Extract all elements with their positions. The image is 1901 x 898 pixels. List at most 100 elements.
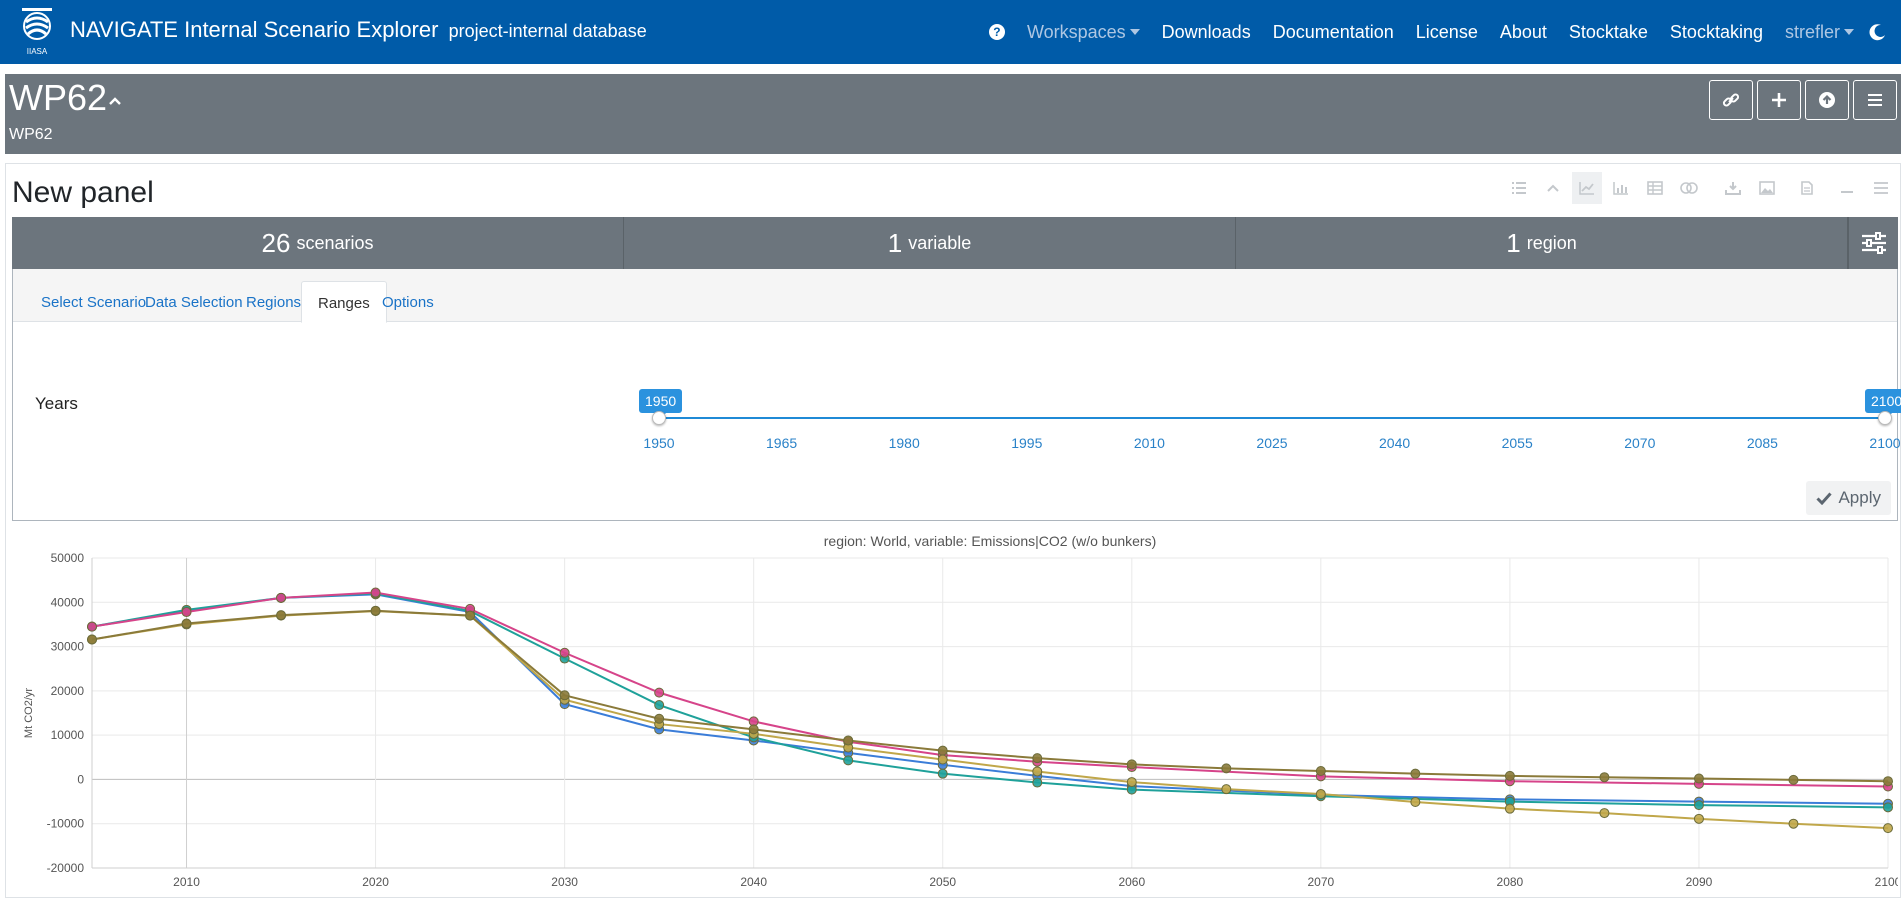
- data-point: [937, 754, 948, 765]
- nav-license[interactable]: License: [1415, 21, 1478, 42]
- list-view-button[interactable]: [1504, 172, 1534, 204]
- data-point: [1599, 808, 1610, 819]
- data-point: [1883, 802, 1893, 813]
- bar-chart-icon: [1613, 182, 1628, 195]
- panel-title[interactable]: New panel: [12, 176, 154, 209]
- collapse-button[interactable]: [1538, 172, 1568, 204]
- filter-settings-button[interactable]: [1848, 217, 1898, 269]
- table-view-button[interactable]: [1640, 172, 1670, 204]
- slider-tick-label: 2040: [1379, 435, 1411, 451]
- menu-icon: [1868, 94, 1882, 106]
- chevron-down-icon: [1129, 28, 1140, 35]
- workspace-menu-button[interactable]: [1853, 80, 1897, 120]
- y-tick-label: 20000: [51, 684, 85, 698]
- tab-bar: Select Scenario Data Selection Regions R…: [13, 269, 1897, 323]
- slider-tick-label: 2010: [1133, 435, 1165, 451]
- x-tick-label: 2090: [1686, 875, 1713, 889]
- venn-icon: [1680, 182, 1698, 194]
- moon-icon[interactable]: [1869, 23, 1887, 41]
- data-point: [181, 618, 192, 629]
- data-point: [370, 587, 381, 598]
- tab-data-selection[interactable]: Data Selection: [145, 294, 243, 311]
- nav-stocktake[interactable]: Stocktake: [1568, 21, 1648, 42]
- nav-stocktaking[interactable]: Stocktaking: [1669, 21, 1763, 42]
- data-point: [1693, 813, 1704, 824]
- variable-count[interactable]: 1 variable: [624, 217, 1236, 269]
- slider-tick-label: 2100: [1869, 435, 1901, 451]
- tab-ranges[interactable]: Ranges: [301, 281, 387, 323]
- table-icon: [1647, 181, 1663, 195]
- slider-tick-label: 1950: [643, 435, 675, 451]
- panel-menu-button[interactable]: [1866, 172, 1896, 204]
- data-point: [1126, 777, 1137, 788]
- upload-icon: [1819, 92, 1835, 108]
- panel: New panel 26 scenarios 1 variable 1 region …: [5, 163, 1901, 898]
- add-panel-button[interactable]: [1757, 80, 1801, 120]
- y-tick-label: 30000: [51, 640, 85, 654]
- x-tick-label: 2050: [929, 875, 956, 889]
- list-icon: [1512, 182, 1526, 194]
- slider-min-handle[interactable]: [652, 411, 666, 425]
- data-point: [937, 768, 948, 779]
- slider-tick-label: 2085: [1746, 435, 1778, 451]
- brand[interactable]: NAVIGATE Internal Scenario Explorer proj…: [70, 17, 647, 43]
- data-point: [1032, 753, 1043, 764]
- years-label: Years: [35, 394, 78, 413]
- line-chart-button[interactable]: [1572, 172, 1602, 204]
- slider-tick-label: 2055: [1501, 435, 1533, 451]
- scenario-count[interactable]: 26 scenarios: [12, 217, 624, 269]
- share-link-button[interactable]: [1709, 80, 1753, 120]
- series-line: [91, 610, 1889, 830]
- nav-workspaces[interactable]: Workspaces: [1016, 22, 1151, 43]
- iiasa-logo[interactable]: IIASA: [18, 8, 56, 56]
- data-point: [1504, 803, 1515, 814]
- data-point: [370, 605, 381, 616]
- data-point: [843, 755, 854, 766]
- nav-downloads[interactable]: Downloads: [1161, 21, 1251, 42]
- data-point: [1599, 772, 1610, 783]
- file-export-button[interactable]: [1792, 172, 1822, 204]
- upload-button[interactable]: [1805, 80, 1849, 120]
- y-tick-label: 0: [77, 772, 84, 786]
- nav-documentation[interactable]: Documentation: [1272, 21, 1394, 42]
- bar-chart-button[interactable]: [1606, 172, 1636, 204]
- data-point: [843, 735, 854, 746]
- y-tick-label: -20000: [47, 861, 85, 875]
- data-point: [276, 592, 287, 603]
- slider-max-handle[interactable]: [1878, 411, 1892, 425]
- data-point: [1410, 768, 1421, 779]
- y-tick-label: 50000: [51, 551, 85, 565]
- workspace-title[interactable]: WP62: [9, 77, 108, 118]
- image-export-button[interactable]: [1752, 172, 1782, 204]
- apply-button[interactable]: Apply: [1806, 481, 1891, 515]
- series-line: [91, 609, 1889, 783]
- tab-select-scenario[interactable]: Select Scenario: [41, 294, 147, 311]
- data-point: [1410, 797, 1421, 808]
- y-axis-label: Mt CO2/yr: [23, 688, 35, 738]
- download-button[interactable]: [1718, 172, 1748, 204]
- question-circle-icon[interactable]: ?: [988, 24, 1005, 40]
- plus-icon: [1772, 93, 1786, 107]
- series-line: [91, 593, 1889, 805]
- region-count[interactable]: 1 region: [1236, 217, 1848, 269]
- minimize-button[interactable]: [1832, 172, 1862, 204]
- y-tick-label: 10000: [51, 728, 85, 742]
- data-point: [748, 724, 759, 735]
- x-tick-label: 2100: [1875, 875, 1898, 889]
- data-point: [1693, 800, 1704, 811]
- chevron-up-icon[interactable]: [108, 94, 122, 108]
- tab-regions[interactable]: Regions: [246, 294, 302, 311]
- sliders-icon: [1861, 232, 1886, 254]
- data-point: [1883, 823, 1893, 834]
- nav-about[interactable]: About: [1499, 21, 1547, 42]
- workspace-header: WP62 WP62: [5, 74, 1901, 154]
- data-point: [1883, 776, 1893, 787]
- tab-options[interactable]: Options: [382, 294, 434, 311]
- slider-tick-label: 1995: [1011, 435, 1043, 451]
- nav-user[interactable]: strefler: [1774, 22, 1865, 43]
- data-point: [654, 713, 665, 724]
- nav-menu: ? Workspaces Downloads Documentation Lic…: [988, 0, 1887, 64]
- venn-view-button[interactable]: [1674, 172, 1704, 204]
- data-point: [1126, 759, 1137, 770]
- years-slider-track[interactable]: [659, 417, 1885, 419]
